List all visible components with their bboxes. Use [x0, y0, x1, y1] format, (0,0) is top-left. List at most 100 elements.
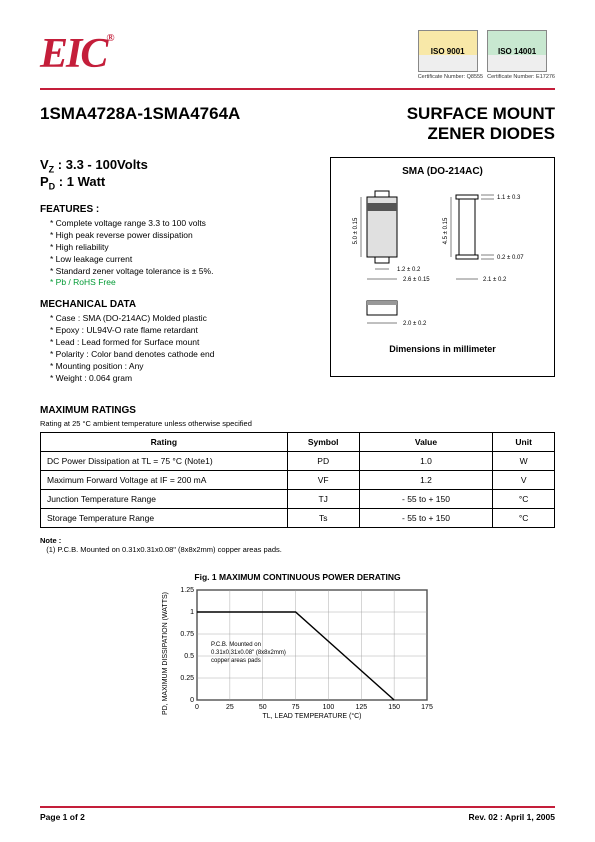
cert-std: ISO 14001 [498, 47, 536, 56]
features-list: Complete voltage range 3.3 to 100 volts … [40, 218, 316, 289]
cert-badge-iso9001: ISO 9001 Certificate Number: Q8555 [418, 30, 483, 80]
svg-text:0.75: 0.75 [180, 631, 194, 638]
svg-text:150: 150 [388, 704, 400, 711]
svg-text:25: 25 [226, 704, 234, 711]
package-svg: 5.0 ± 0.15 1.2 ± 0.2 2.6 ± 0.15 4.5 ± 0.… [339, 183, 547, 338]
table-cell: TJ [287, 489, 359, 508]
cert-caption: Certificate Number: Q8555 [418, 74, 483, 80]
table-cell: PD [287, 451, 359, 470]
dim-body-h: 5.0 ± 0.15 [353, 217, 359, 244]
svg-text:125: 125 [355, 704, 367, 711]
dim-overall-h: 4.5 ± 0.15 [443, 217, 449, 244]
table-cell: DC Power Dissipation at TL = 75 °C (Note… [41, 451, 288, 470]
svg-text:0: 0 [195, 704, 199, 711]
dim-profile-w: 2.1 ± 0.2 [483, 277, 507, 283]
package-diagram: 5.0 ± 0.15 1.2 ± 0.2 2.6 ± 0.15 4.5 ± 0.… [339, 183, 546, 338]
mechanical-item: Lead : Lead formed for Surface mount [40, 337, 316, 349]
table-cell: Junction Temperature Range [41, 489, 288, 508]
table-header-row: Rating Symbol Value Unit [41, 432, 555, 451]
main-columns: VZ : 3.3 - 100Volts PD : 1 Watt FEATURES… [40, 157, 555, 395]
table-cell: °C [493, 508, 555, 527]
title-row: 1SMA4728A-1SMA4764A SURFACE MOUNT ZENER … [40, 104, 555, 145]
svg-text:175: 175 [421, 704, 433, 711]
table-row: Junction Temperature RangeTJ- 55 to + 15… [41, 489, 555, 508]
product-line1: SURFACE MOUNT [407, 104, 555, 123]
page-number: Page 1 of 2 [40, 812, 85, 822]
dim-lead-w: 1.2 ± 0.2 [397, 267, 421, 273]
svg-text:0.25: 0.25 [180, 675, 194, 682]
col-value: Value [359, 432, 493, 451]
iso9001-icon: ISO 9001 [418, 30, 478, 72]
mechanical-item: Case : SMA (DO-214AC) Molded plastic [40, 313, 316, 325]
col-rating: Rating [41, 432, 288, 451]
note-heading: Note : [40, 536, 61, 545]
product-type-title: SURFACE MOUNT ZENER DIODES [407, 104, 555, 145]
cert-badge-iso14001: ISO 14001 Certificate Number: E17276 [487, 30, 555, 80]
mechanical-item: Weight : 0.064 gram [40, 373, 316, 385]
note-section: Note : (1) P.C.B. Mounted on 0.31x0.31x0… [40, 536, 555, 554]
table-cell: VF [287, 470, 359, 489]
table-cell: Maximum Forward Voltage at IF = 200 mA [41, 470, 288, 489]
cert-badges: ISO 9001 Certificate Number: Q8555 ISO 1… [418, 30, 555, 80]
package-title: SMA (DO-214AC) [339, 166, 546, 177]
table-cell: - 55 to + 150 [359, 489, 493, 508]
feature-item: Low leakage current [40, 254, 316, 266]
header-rule [40, 88, 555, 90]
table-row: Maximum Forward Voltage at IF = 200 mAVF… [41, 470, 555, 489]
vz-spec: VZ : 3.3 - 100Volts [40, 157, 316, 175]
pd-spec: PD : 1 Watt [40, 174, 316, 192]
col-unit: Unit [493, 432, 555, 451]
package-column: SMA (DO-214AC) 5.0 ± 0.15 1.2 ± 0.2 [330, 157, 555, 395]
col-symbol: Symbol [287, 432, 359, 451]
ratings-heading: MAXIMUM RATINGS [40, 405, 555, 416]
mechanical-item: Polarity : Color band denotes cathode en… [40, 349, 316, 361]
features-heading: FEATURES : [40, 204, 316, 215]
svg-text:75: 75 [292, 704, 300, 711]
table-cell: W [493, 451, 555, 470]
footer: Page 1 of 2 Rev. 02 : April 1, 2005 [40, 806, 555, 822]
dim-pad: 2.0 ± 0.2 [403, 321, 427, 327]
ratings-subheading: Rating at 25 °C ambient temperature unle… [40, 419, 555, 428]
dim-standoff: 0.2 ± 0.07 [497, 255, 524, 261]
table-cell: Ts [287, 508, 359, 527]
package-outline-box: SMA (DO-214AC) 5.0 ± 0.15 1.2 ± 0.2 [330, 157, 555, 377]
svg-text:1: 1 [190, 609, 194, 616]
table-cell: 1.0 [359, 451, 493, 470]
svg-text:copper areas pads: copper areas pads [211, 658, 261, 664]
key-specs: VZ : 3.3 - 100Volts PD : 1 Watt [40, 157, 316, 192]
left-column: VZ : 3.3 - 100Volts PD : 1 Watt FEATURES… [40, 157, 316, 395]
dim-body-w: 2.6 ± 0.15 [403, 277, 430, 283]
part-number-title: 1SMA4728A-1SMA4764A [40, 104, 240, 145]
dimensions-note: Dimensions in millimeter [339, 344, 546, 354]
feature-item: Complete voltage range 3.3 to 100 volts [40, 218, 316, 230]
feature-item: High peak reverse power dissipation [40, 230, 316, 242]
svg-text:0.5: 0.5 [184, 653, 194, 660]
svg-text:0: 0 [190, 697, 194, 704]
svg-text:50: 50 [259, 704, 267, 711]
figure-title: Fig. 1 MAXIMUM CONTINUOUS POWER DERATING [40, 572, 555, 582]
figure-section: Fig. 1 MAXIMUM CONTINUOUS POWER DERATING… [40, 572, 555, 721]
feature-item: High reliability [40, 242, 316, 254]
product-line2: ZENER DIODES [427, 124, 555, 143]
table-cell: - 55 to + 150 [359, 508, 493, 527]
table-cell: Storage Temperature Range [41, 508, 288, 527]
mechanical-item: Epoxy : UL94V-O rate flame retardant [40, 325, 316, 337]
table-cell: V [493, 470, 555, 489]
table-row: Storage Temperature RangeTs- 55 to + 150… [41, 508, 555, 527]
logo-text: EIC [40, 31, 106, 77]
svg-text:0.31x0.31x0.08" (8x8x2mm): 0.31x0.31x0.08" (8x8x2mm) [211, 650, 286, 656]
svg-text:1.25: 1.25 [180, 587, 194, 594]
note-text: (1) P.C.B. Mounted on 0.31x0.31x0.08" (8… [46, 545, 282, 554]
revision: Rev. 02 : April 1, 2005 [469, 812, 555, 822]
iso14001-icon: ISO 14001 [487, 30, 547, 72]
feature-item-rohs: Pb / RoHS Free [40, 277, 316, 289]
cert-std: ISO 9001 [431, 47, 465, 56]
header: EIC® ISO 9001 Certificate Number: Q8555 … [40, 30, 555, 80]
mechanical-item: Mounting position : Any [40, 361, 316, 373]
table-cell: °C [493, 489, 555, 508]
svg-text:TL, LEAD TEMPERATURE (°C): TL, LEAD TEMPERATURE (°C) [263, 712, 362, 720]
chart-wrap: PD, MAXIMUM DISSIPATION (WATTS) 0 25 50 75 1… [162, 586, 433, 721]
chart-ylabel: PD, MAXIMUM DISSIPATION (WATTS) [162, 592, 169, 715]
svg-text:P.C.B. Mounted on: P.C.B. Mounted on [211, 642, 261, 648]
ratings-table: Rating Symbol Value Unit DC Power Dissip… [40, 432, 555, 528]
